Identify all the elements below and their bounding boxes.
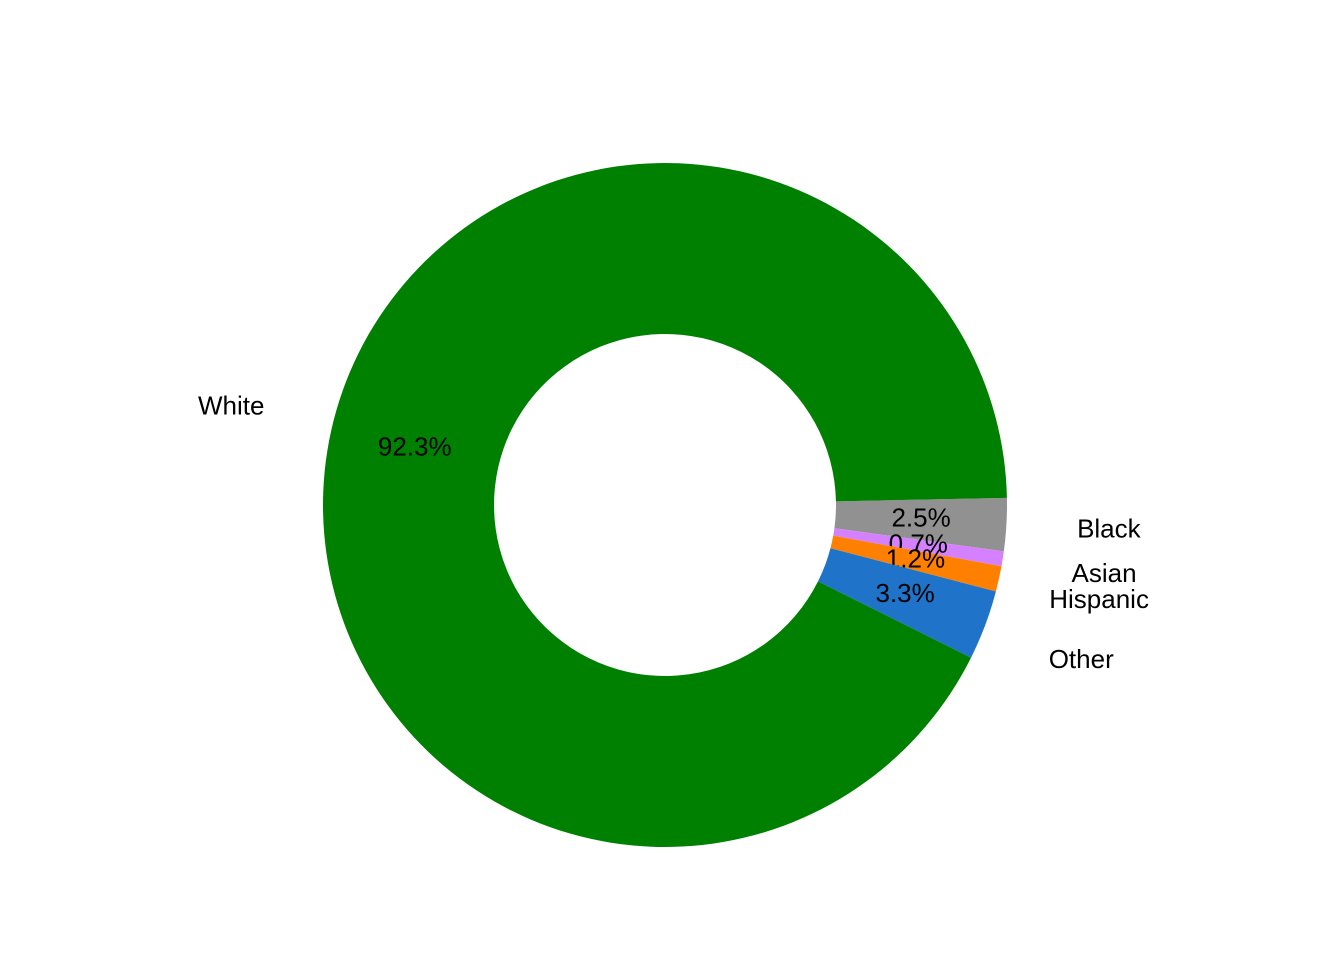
donut-slice [323, 163, 1007, 848]
donut-slice [833, 528, 1004, 567]
slice-label: Other [1049, 644, 1114, 674]
slice-label: Hispanic [1049, 584, 1149, 614]
percent-label: 3.3% [875, 578, 934, 608]
donut-slice [818, 548, 996, 658]
donut-slice [834, 497, 1007, 552]
percent-label: 92.3% [378, 432, 452, 462]
slice-label: Asian [1072, 558, 1137, 588]
percent-label: 2.5% [891, 503, 950, 533]
slice-label: White [198, 390, 264, 420]
slice-label: Black [1077, 513, 1142, 543]
donut-slice [830, 535, 1002, 592]
